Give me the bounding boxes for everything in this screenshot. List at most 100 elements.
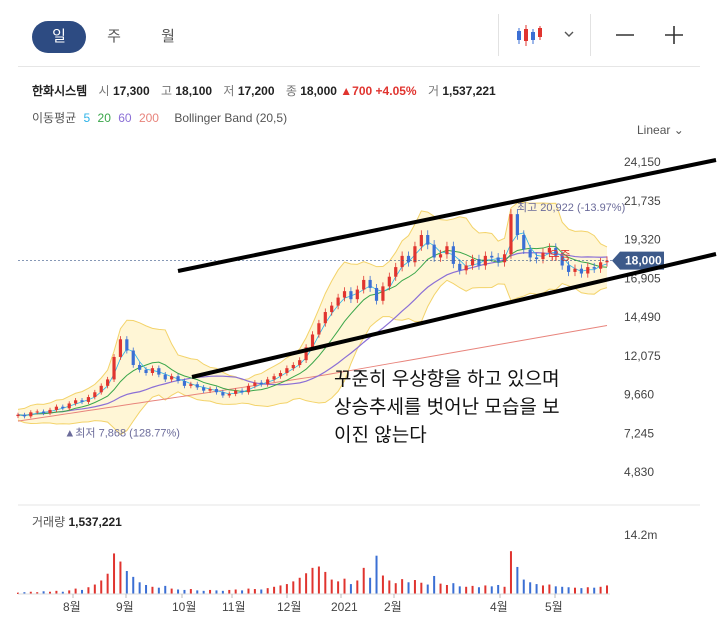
candle-body (362, 279, 366, 290)
candle-body (227, 393, 231, 396)
x-tick-label: 12월 (277, 600, 301, 614)
candle-body (394, 267, 398, 277)
volume-bar (132, 576, 135, 594)
volume-bar (106, 573, 109, 594)
candle-body (214, 389, 219, 393)
volume-bar (42, 591, 45, 594)
volume-bar (420, 582, 423, 594)
volume-panel-label: 거래량 1,537,221 (32, 513, 122, 530)
volume-bar (87, 587, 90, 594)
volume-bar (266, 588, 269, 594)
x-tick-label: 8월 (63, 600, 81, 614)
high-value: 18,100 (175, 84, 213, 98)
volume-bar (567, 587, 570, 594)
volume-bar (503, 586, 506, 594)
x-tick-label: 4월 (490, 600, 508, 614)
volume-bar (61, 591, 64, 594)
candle-body (342, 291, 347, 298)
current-price-tag (612, 251, 664, 270)
volume-bar (189, 589, 192, 594)
candle-body (48, 409, 52, 414)
candle-body (490, 255, 494, 258)
candle-body (502, 254, 507, 263)
candle-body (29, 412, 33, 417)
x-tick-label: 10월 (172, 600, 196, 614)
tab-month[interactable]: 월 (161, 28, 175, 45)
candle-body (349, 291, 353, 300)
candle-body (438, 254, 443, 258)
volume-bar (433, 575, 436, 594)
annotation-line-1: 꾸준히 우상향을 하고 있으며 (334, 369, 560, 390)
candle-body (522, 235, 526, 250)
divider (498, 14, 499, 56)
candle-body (317, 323, 321, 335)
scale-mode: Linear (637, 123, 671, 137)
volume-bar (253, 589, 256, 594)
annotation-line-3: 이진 않는다 (334, 425, 427, 446)
bollinger-label[interactable]: Bollinger Band (20,5) (174, 111, 288, 125)
volume-bar (49, 591, 52, 594)
candle-body (323, 312, 327, 324)
candle-body (387, 276, 391, 287)
candle-body (381, 286, 385, 301)
open-value: 17,300 (112, 84, 150, 98)
annotation-text: 꾸준히 우상향을 하고 있으며 상승추세를 벗어난 모습을 보 이진 않는다 (334, 366, 560, 450)
candle-body (374, 287, 379, 301)
volume-bar (298, 577, 301, 594)
scale-toggle[interactable]: Linear ⌄ (637, 123, 684, 137)
minus-icon[interactable] (614, 22, 636, 48)
volume-bar (394, 583, 397, 594)
volume-bar (497, 584, 500, 594)
candle-body (176, 376, 180, 382)
volume-panel-title: 거래량 (32, 515, 66, 529)
candle-body (74, 400, 78, 404)
volume-bar (241, 590, 244, 594)
candle-body (150, 368, 155, 373)
candle-body (125, 339, 129, 351)
candle-body (464, 265, 468, 271)
low-label: 저 (223, 84, 235, 98)
candle-body (99, 385, 103, 393)
ma-label[interactable]: 이동평균 (32, 111, 77, 125)
candle-body (541, 252, 545, 260)
quote-bar: 한화시스템 시 17,300 고 18,100 저 17,200 종 18,00… (32, 82, 496, 99)
y-tick-label: 24,150 (624, 155, 661, 169)
candle-body (42, 411, 46, 414)
candle-body (406, 255, 411, 263)
candlestick-icon[interactable] (514, 22, 544, 48)
volume-bar (599, 586, 602, 594)
candle-body (470, 259, 475, 266)
volume-bar (215, 590, 218, 594)
candle-body (131, 350, 135, 365)
volume-bar (580, 588, 583, 594)
ma-20: 20 (97, 111, 111, 125)
volume-bar (535, 584, 538, 594)
high-label: 고 (160, 84, 173, 98)
candle-body (170, 376, 174, 380)
open-label: 시 (98, 84, 110, 98)
candle-body (93, 392, 97, 398)
candle-body (355, 289, 359, 300)
bollinger-lower-line (17, 279, 608, 436)
volume-bar (369, 577, 372, 594)
tab-week[interactable]: 주 (107, 28, 121, 45)
volume-bar (311, 567, 314, 594)
plus-icon[interactable] (663, 22, 685, 48)
candle-body (291, 364, 295, 369)
candle-body (118, 339, 123, 357)
candle-body (432, 244, 436, 258)
y-tick-label: 7,245 (624, 426, 654, 440)
candle-body (266, 379, 270, 385)
tab-day[interactable]: 일 (32, 21, 86, 53)
candle-body (246, 385, 251, 393)
volume-value: 1,537,221 (442, 84, 496, 98)
volume-bar (509, 551, 512, 594)
chevron-down-icon[interactable] (562, 22, 576, 48)
y-tick-label: 4,830 (624, 465, 654, 479)
candle-body (426, 235, 430, 245)
candle-body (234, 390, 238, 394)
volume-bar (413, 580, 416, 594)
volume-bar (125, 571, 128, 594)
volume-bar (196, 590, 199, 594)
